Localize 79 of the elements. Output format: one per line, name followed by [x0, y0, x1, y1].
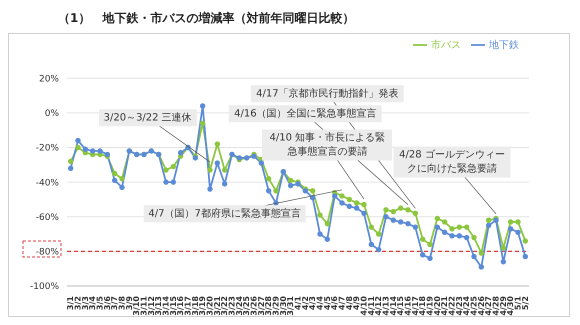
- x-tick-label: 4/6: [330, 296, 340, 310]
- y-tick-label: -20%: [36, 144, 60, 154]
- x-tick-label: 3/11: [140, 296, 148, 316]
- x-tick-label: 4/28: [492, 296, 500, 316]
- x-tick-label: 4/12: [374, 296, 384, 316]
- x-tick-label: 3/3: [80, 296, 90, 310]
- x-tick-label: 4/23: [454, 296, 464, 316]
- annotation: 4/28 ゴールデンウィークに向けた緊急要請: [394, 146, 510, 178]
- x-tick-label: 4/9: [352, 296, 362, 310]
- x-tick-label: 3/7: [110, 296, 120, 310]
- x-tick-label: 3/10: [132, 296, 142, 316]
- x-tick-label: 4/8: [344, 296, 354, 310]
- x-tick-label: 4/1: [294, 296, 302, 310]
- y-tick-label: -100%: [30, 282, 60, 292]
- legend-label: 市バス: [431, 40, 461, 51]
- x-tick-label: 3/29: [272, 296, 280, 316]
- y-tick-label: -40%: [36, 178, 60, 188]
- x-tick-label: 3/17: [184, 296, 192, 316]
- x-tick-label: 3/16: [176, 296, 186, 316]
- x-tick-label: 4/26: [476, 296, 486, 316]
- annotation: 4/10 知事・市長による緊急事態宣言の要請: [262, 130, 392, 161]
- x-tick-label: 3/19: [198, 296, 208, 316]
- annotation: 3/20～3/22 三連休: [98, 108, 197, 126]
- x-tick-label: 3/14: [162, 296, 170, 316]
- x-tick-label: 4/19: [426, 296, 434, 316]
- x-tick-label: 3/2: [74, 296, 82, 310]
- y-tick-label: -80%: [36, 248, 60, 258]
- x-tick-label: 4/3: [308, 296, 318, 310]
- y-tick-label: 20%: [38, 74, 60, 84]
- x-tick-label: 3/9: [124, 296, 134, 310]
- x-tick-label: 4/14: [388, 296, 398, 316]
- x-tick-label: 4/18: [418, 296, 428, 316]
- chart-title: （1） 地下鉄・市バスの増減率（対前年同曜日比較）: [57, 10, 356, 27]
- x-tick-label: 3/30: [278, 296, 288, 316]
- x-tick-label: 3/4: [88, 296, 98, 310]
- x-tick-label: 4/4: [316, 296, 324, 310]
- x-tick-label: 4/29: [498, 296, 508, 316]
- x-tick-label: 3/28: [264, 296, 274, 316]
- x-tick-label: 4/16: [404, 296, 412, 316]
- x-tick-label: 4/25: [470, 296, 478, 316]
- x-tick-label: 4/27: [484, 296, 494, 316]
- x-tick-label: 3/5: [96, 296, 104, 310]
- x-tick-label: 3/23: [228, 296, 236, 316]
- x-tick-label: 4/17: [410, 296, 420, 316]
- annotation: 4/16（国）全国に緊急事態宣言: [229, 105, 382, 123]
- x-tick-label: 4/21: [440, 296, 450, 316]
- x-tick-label: 4/30: [506, 296, 516, 316]
- x-tick-label: 5/1: [514, 296, 522, 310]
- x-tick-label: 3/25: [242, 296, 252, 316]
- x-tick-label: 4/7: [338, 296, 346, 310]
- x-tick-label: 3/31: [286, 296, 296, 316]
- x-tick-label: 4/2: [300, 296, 310, 310]
- x-tick-label: 4/11: [366, 296, 376, 316]
- x-tick-label: 4/22: [448, 296, 456, 316]
- x-tick-label: 3/6: [102, 296, 112, 310]
- x-tick-label: 3/20: [206, 296, 214, 316]
- x-tick-label: 4/15: [396, 296, 406, 316]
- x-tick-label: 4/5: [322, 296, 332, 310]
- x-tick-label: 4/20: [432, 296, 442, 316]
- x-tick-label: 3/22: [220, 296, 230, 316]
- annotation: 4/7（国）7都府県に緊急事態宣言: [143, 205, 306, 223]
- x-tick-label: 3/24: [234, 296, 244, 316]
- x-tick-label: 4/24: [462, 296, 472, 316]
- x-tick-label: 3/15: [168, 296, 178, 316]
- y-tick-label: 0%: [44, 109, 60, 120]
- legend-label: 地下鉄: [489, 40, 519, 51]
- x-tick-label: 4/10: [360, 296, 368, 316]
- x-tick-label: 3/27: [256, 296, 266, 316]
- x-tick-label: 3/12: [146, 296, 156, 316]
- annotation: 4/17「京都市民行動指針」発表: [251, 84, 404, 102]
- x-tick-label: 5/2: [520, 296, 530, 310]
- x-tick-label: 3/8: [118, 296, 126, 310]
- x-tick-label: 3/1: [66, 296, 76, 310]
- y-tick-label: -60%: [36, 212, 60, 223]
- x-tick-label: 3/26: [250, 296, 258, 316]
- x-tick-label: 3/13: [154, 296, 164, 316]
- x-tick-label: 3/18: [190, 296, 200, 316]
- x-tick-label: 4/13: [382, 296, 390, 316]
- x-tick-label: 3/21: [212, 296, 222, 316]
